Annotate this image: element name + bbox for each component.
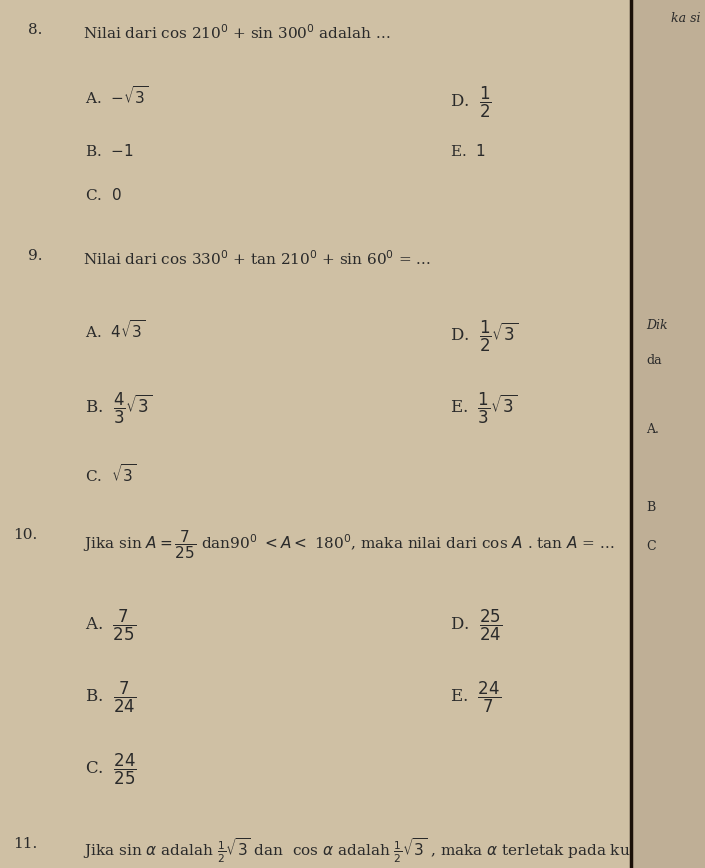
Text: Dik: Dik: [646, 319, 668, 332]
Text: B.  $\dfrac{7}{24}$: B. $\dfrac{7}{24}$: [85, 680, 136, 715]
Bar: [631, 0, 705, 868]
Text: A.  $-\sqrt{3}$: A. $-\sqrt{3}$: [85, 85, 148, 107]
Text: 8.: 8.: [28, 23, 42, 37]
Text: Jika sin $\alpha$ adalah $\frac{1}{2}\sqrt{3}$ dan  cos $\alpha$ adalah $\frac{1: Jika sin $\alpha$ adalah $\frac{1}{2}\sq…: [83, 837, 685, 865]
Text: ka si: ka si: [670, 12, 700, 25]
Text: C.  $\dfrac{24}{25}$: C. $\dfrac{24}{25}$: [85, 752, 137, 787]
Text: E.  $1$: E. $1$: [450, 143, 486, 159]
Text: C.  $\sqrt{3}$: C. $\sqrt{3}$: [85, 463, 136, 485]
Text: 11.: 11.: [13, 837, 37, 851]
Text: A.  $\dfrac{7}{25}$: A. $\dfrac{7}{25}$: [85, 608, 136, 643]
Text: 10.: 10.: [13, 528, 37, 542]
Text: Nilai dari cos 330$^{0}$ + tan 210$^{0}$ + sin 60$^{0}$ = ...: Nilai dari cos 330$^{0}$ + tan 210$^{0}$…: [83, 249, 431, 267]
Text: B.  $-1$: B. $-1$: [85, 143, 134, 159]
Text: D.  $\dfrac{1}{2}\sqrt{3}$: D. $\dfrac{1}{2}\sqrt{3}$: [450, 319, 518, 354]
Text: A.: A.: [646, 424, 659, 436]
Text: E.  $\dfrac{1}{3}\sqrt{3}$: E. $\dfrac{1}{3}\sqrt{3}$: [450, 391, 517, 426]
Text: A.  $4\sqrt{3}$: A. $4\sqrt{3}$: [85, 319, 145, 341]
Text: C.  $0$: C. $0$: [85, 187, 122, 203]
Text: da: da: [646, 354, 661, 366]
Text: Jika sin $A=\dfrac{7}{25}$ dan90$^{0}$ $< A <$ 180$^{0}$, maka nilai dari cos $A: Jika sin $A=\dfrac{7}{25}$ dan90$^{0}$ $…: [83, 528, 615, 561]
Text: Nilai dari cos 210$^{0}$ + sin 300$^{0}$ adalah ...: Nilai dari cos 210$^{0}$ + sin 300$^{0}$…: [83, 23, 391, 42]
Text: B: B: [646, 502, 655, 514]
Text: C: C: [646, 541, 656, 553]
Text: E.  $\dfrac{24}{7}$: E. $\dfrac{24}{7}$: [450, 680, 501, 715]
Text: D.  $\dfrac{25}{24}$: D. $\dfrac{25}{24}$: [450, 608, 503, 643]
Text: D.  $\dfrac{1}{2}$: D. $\dfrac{1}{2}$: [450, 85, 492, 120]
Text: B.  $\dfrac{4}{3}\sqrt{3}$: B. $\dfrac{4}{3}\sqrt{3}$: [85, 391, 152, 426]
Text: 9.: 9.: [28, 249, 42, 263]
